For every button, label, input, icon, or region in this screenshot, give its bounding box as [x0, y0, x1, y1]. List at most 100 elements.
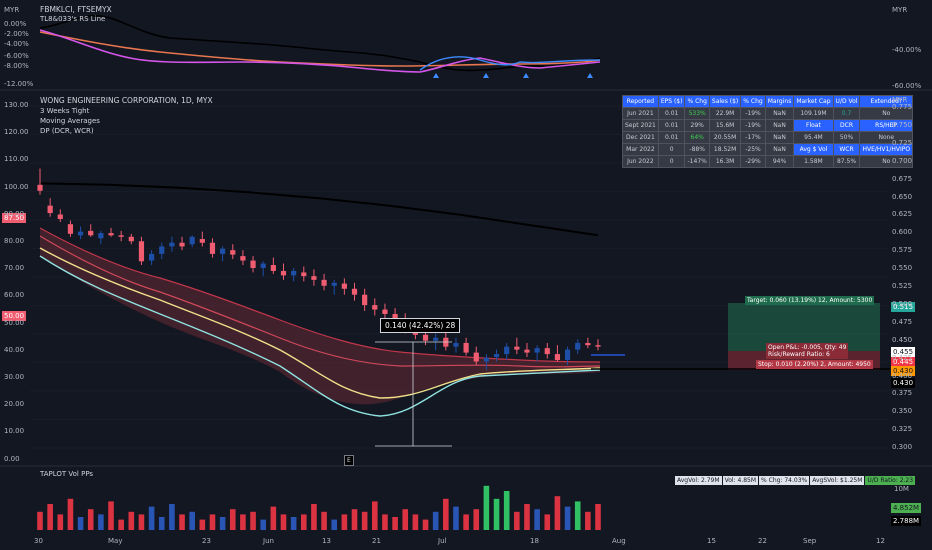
volume-bar [67, 498, 74, 530]
time-axis-label: 13 [322, 537, 331, 545]
fund-cell: 0.01 [657, 119, 686, 132]
volume-bar [280, 514, 287, 530]
indicator-ma[interactable]: Moving Averages [40, 117, 100, 125]
fund-cell: -19% [740, 107, 766, 120]
fund-cell: 109.19M [793, 107, 834, 120]
candles[interactable] [37, 168, 601, 371]
fund-cell: -88% [684, 143, 710, 156]
fund-cell: 0.01 [657, 131, 686, 144]
rs-left-tick: -12.00% [4, 80, 34, 88]
candle-body [301, 272, 307, 277]
candle-body [37, 184, 43, 191]
time-axis-label: 30 [34, 537, 43, 545]
fund-cell: NaN [764, 107, 795, 120]
fund-header: Market Cap [793, 95, 834, 108]
volume-bar [250, 511, 256, 530]
candle-body [483, 357, 489, 362]
candle-body [169, 242, 175, 247]
volume-bar [148, 506, 155, 530]
volume-bar [229, 509, 236, 530]
fund-cell: 95.4M [793, 131, 834, 144]
volume-bar [372, 501, 378, 530]
candle-body [382, 309, 388, 314]
price-right-tick: 0.425 [892, 353, 913, 362]
fund-cell: 533% [684, 107, 710, 120]
fund-cell: 1.58M [793, 155, 834, 168]
candle-body [595, 345, 601, 347]
volume-bar [300, 514, 307, 530]
rs-line-orange [39, 31, 601, 67]
volume-bar [412, 514, 419, 530]
candle-body [392, 314, 398, 320]
vol-stat-vol: Vol: 4.85M [722, 476, 759, 485]
candle-body [351, 288, 358, 295]
volume-bar [209, 514, 216, 530]
volume-pane-title: TAPLOT Vol PPs [40, 470, 94, 478]
candle-body [575, 342, 581, 350]
fundamentals-table: Reported EPS ($) % Chg Sales ($) % Chg M… [622, 95, 914, 168]
ma200-line [39, 182, 599, 237]
candle-body [149, 253, 155, 261]
volume-bar [422, 519, 429, 530]
ma-cloud [40, 228, 600, 405]
rs-left-tick: -8.00% [4, 62, 29, 70]
fund-header: Margins [764, 95, 795, 108]
volume-bar [57, 514, 64, 530]
candle-body [362, 294, 368, 306]
price-left-tick: 100.00 [4, 182, 29, 191]
time-axis-label: Jun [263, 537, 274, 545]
candle-body [493, 354, 500, 358]
candle-body [88, 230, 94, 236]
earnings-marker[interactable]: E [344, 455, 354, 466]
volume-badge-current: 4.852M [891, 503, 922, 513]
rs-right-tick: -40.00% [892, 46, 922, 54]
price-right-tick: 0.325 [892, 425, 913, 434]
ma-red-line [39, 227, 601, 363]
fund-header: U/D Vol [832, 95, 861, 108]
volume-bar [544, 514, 551, 530]
left-price-badge: 50.00 [2, 311, 27, 321]
candle-body [473, 352, 479, 362]
candle-body [67, 224, 74, 234]
time-axis-label: Sep [803, 537, 817, 545]
candle-body [260, 263, 266, 268]
price-left-tick: 80.00 [4, 237, 25, 245]
candle-body [118, 235, 124, 237]
candle-body [159, 246, 165, 254]
rs-pane[interactable] [0, 15, 932, 91]
measure-label[interactable]: 0.140 (42.42%) 28 [380, 318, 461, 333]
candle-body [463, 342, 469, 353]
volume-axis-tick: 10M [894, 485, 909, 493]
position-target-label[interactable]: Target: 0.060 (13.19%) 12, Amount: 5300 [745, 296, 875, 305]
candle-body [311, 276, 317, 280]
vol-stat-avgvol: AvgVol: 2.79M [675, 476, 722, 485]
time-axis-label: Aug [612, 537, 626, 545]
fund-header: Sales ($) [708, 95, 742, 108]
price-right-tick: 0.550 [892, 264, 913, 273]
rs-pane-title: FBMKLCI, FTSEMYX [40, 5, 112, 14]
position-stop-label[interactable]: Stop: 0.010 (2.20%) 2, Amount: 4950 [756, 360, 873, 369]
volume-bar [585, 511, 591, 530]
price-left-tick: 110.00 [4, 155, 29, 164]
rs-left-tick: MYR [4, 6, 20, 14]
time-axis-label: May [108, 537, 123, 545]
fund-cell: 50% [832, 131, 861, 144]
candle-body [524, 349, 530, 353]
price-left-tick: 40.00 [4, 345, 25, 354]
indicator-dp[interactable]: DP (DCR, WCR) [40, 127, 94, 135]
fund-cell: Jun 2022 [622, 155, 659, 168]
time-axis-label: Jul [438, 537, 447, 545]
volume-bar [595, 504, 601, 530]
time-axis-label: 23 [202, 537, 211, 545]
position-pnl-label[interactable]: Open P&L: -0.005, Qty: 49 Risk/Reward Ra… [766, 343, 849, 359]
fund-cell: -17% [740, 131, 766, 144]
fund-cell: 29% [684, 119, 710, 132]
price-right-tick: 0.725 [892, 138, 913, 147]
price-right-tick: 0.700 [892, 156, 913, 165]
volume-bar [331, 519, 338, 530]
candle-body [77, 231, 84, 236]
volume-bar [108, 501, 114, 530]
candle-body [189, 236, 195, 245]
indicator-3wt[interactable]: 3 Weeks Tight [40, 107, 90, 115]
